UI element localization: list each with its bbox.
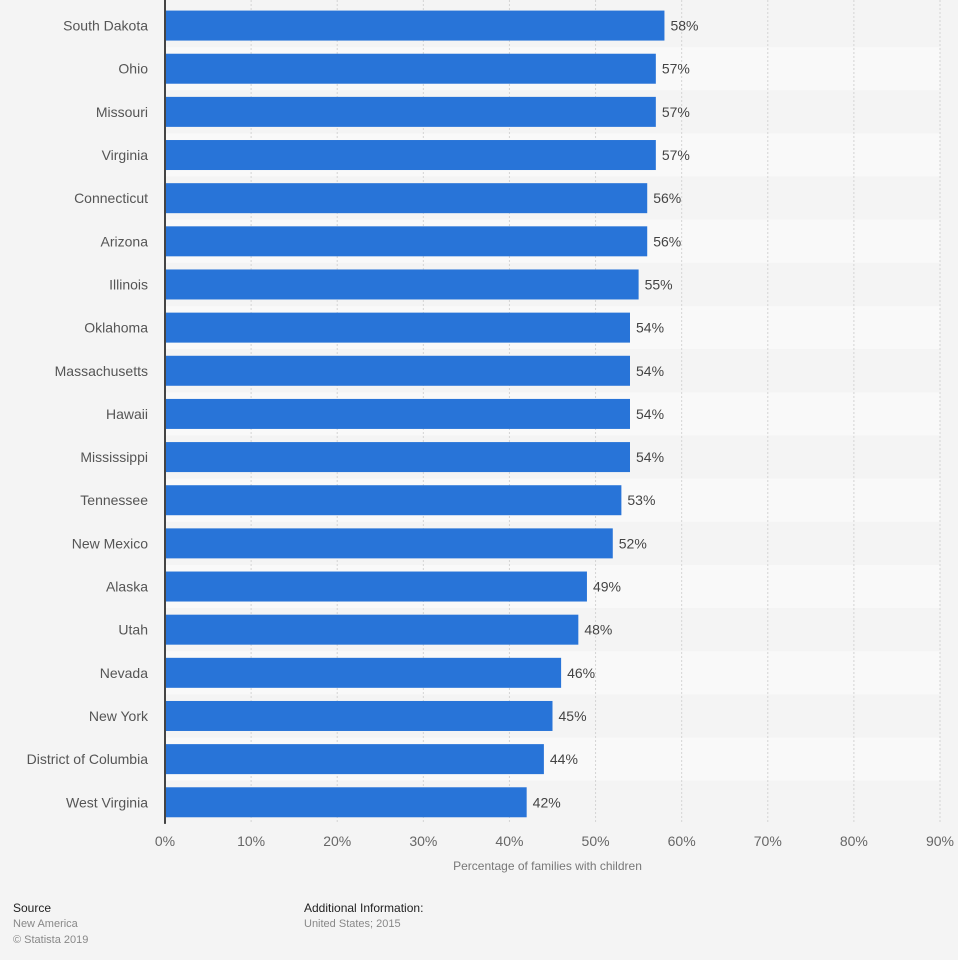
bar[interactable]	[165, 614, 579, 645]
category-labels: South Dakota Ohio Missouri Virginia Connecti…	[27, 18, 149, 811]
bar[interactable]	[165, 355, 630, 386]
value-label: 54%	[636, 406, 664, 422]
source-name[interactable]: New America	[13, 918, 78, 930]
info-title: Additional Information:	[304, 901, 424, 915]
category-label: Tennessee	[80, 492, 148, 508]
bar[interactable]	[165, 700, 553, 731]
category-label: Connecticut	[74, 190, 148, 206]
x-tick-label: 80%	[840, 833, 868, 849]
value-label: 45%	[559, 708, 587, 724]
bar[interactable]	[165, 183, 648, 214]
additional-info-block: Additional Information: United States; 2…	[304, 900, 423, 932]
x-tick-label: 70%	[754, 833, 782, 849]
bar[interactable]	[165, 96, 656, 127]
category-label: Hawaii	[106, 406, 148, 422]
gridlines	[250, 0, 941, 824]
bar[interactable]	[165, 140, 656, 171]
bar[interactable]	[165, 744, 544, 775]
category-label: Ohio	[118, 61, 148, 77]
value-label: 42%	[533, 794, 561, 810]
source-title: Source	[13, 901, 52, 915]
x-tick-label: 10%	[237, 833, 265, 849]
bar[interactable]	[165, 398, 630, 429]
category-label: West Virginia	[66, 794, 148, 810]
x-tick-label: 30%	[409, 833, 437, 849]
category-label: District of Columbia	[27, 751, 149, 767]
x-tick-labels: 0% 10% 20% 30% 40% 50% 60% 70% 80% 90%	[155, 833, 954, 849]
source-block: Source New America © Statista 2019	[13, 900, 88, 948]
category-label: Nevada	[100, 665, 148, 681]
bar[interactable]	[165, 53, 656, 84]
value-labels: 58% 57% 57% 57% 56% 56% 55% 54% 54% 54% 54% 53% 52% 4…	[533, 18, 699, 811]
bar[interactable]	[165, 485, 622, 516]
category-label: Massachusetts	[55, 363, 148, 379]
bar-chart: South Dakota Ohio Missouri Virginia Connecti…	[27, 0, 954, 873]
bar[interactable]	[165, 312, 630, 343]
category-label: New York	[89, 708, 149, 724]
value-label: 54%	[636, 363, 664, 379]
value-label: 54%	[636, 320, 664, 336]
category-label: Illinois	[109, 276, 148, 292]
value-label: 46%	[567, 665, 595, 681]
bar[interactable]	[165, 442, 630, 473]
value-label: 56%	[653, 190, 681, 206]
category-label: Utah	[118, 622, 148, 638]
value-label: 55%	[645, 276, 673, 292]
value-label: 54%	[636, 449, 664, 465]
x-tick-label: 90%	[926, 833, 954, 849]
value-label: 52%	[619, 535, 647, 551]
bar[interactable]	[165, 657, 562, 688]
category-label: Missouri	[96, 104, 148, 120]
category-label: South Dakota	[63, 18, 148, 34]
value-label: 44%	[550, 751, 578, 767]
bar[interactable]	[165, 528, 613, 559]
copyright: © Statista 2019	[13, 934, 89, 946]
category-label: Mississippi	[80, 449, 148, 465]
category-label: New Mexico	[72, 535, 148, 551]
x-tick-label: 20%	[323, 833, 351, 849]
x-tick-label: 0%	[155, 833, 175, 849]
value-label: 56%	[653, 233, 681, 249]
bar[interactable]	[165, 10, 665, 41]
bar[interactable]	[165, 226, 648, 257]
info-text: United States; 2015	[304, 918, 401, 930]
value-label: 57%	[662, 104, 690, 120]
category-label: Alaska	[106, 579, 148, 595]
category-label: Oklahoma	[84, 320, 148, 336]
value-label: 57%	[662, 147, 690, 163]
value-label: 57%	[662, 61, 690, 77]
value-label: 48%	[584, 622, 612, 638]
bars	[165, 10, 665, 818]
bar[interactable]	[165, 571, 587, 602]
value-label: 58%	[670, 18, 698, 34]
bar[interactable]	[165, 269, 639, 300]
category-label: Virginia	[102, 147, 149, 163]
bar[interactable]	[165, 787, 527, 818]
x-axis-title: Percentage of families with children	[453, 859, 642, 873]
value-label: 49%	[593, 579, 621, 595]
value-label: 53%	[627, 492, 655, 508]
x-tick-label: 60%	[668, 833, 696, 849]
x-tick-label: 50%	[582, 833, 610, 849]
x-tick-label: 40%	[495, 833, 523, 849]
category-label: Arizona	[101, 233, 149, 249]
